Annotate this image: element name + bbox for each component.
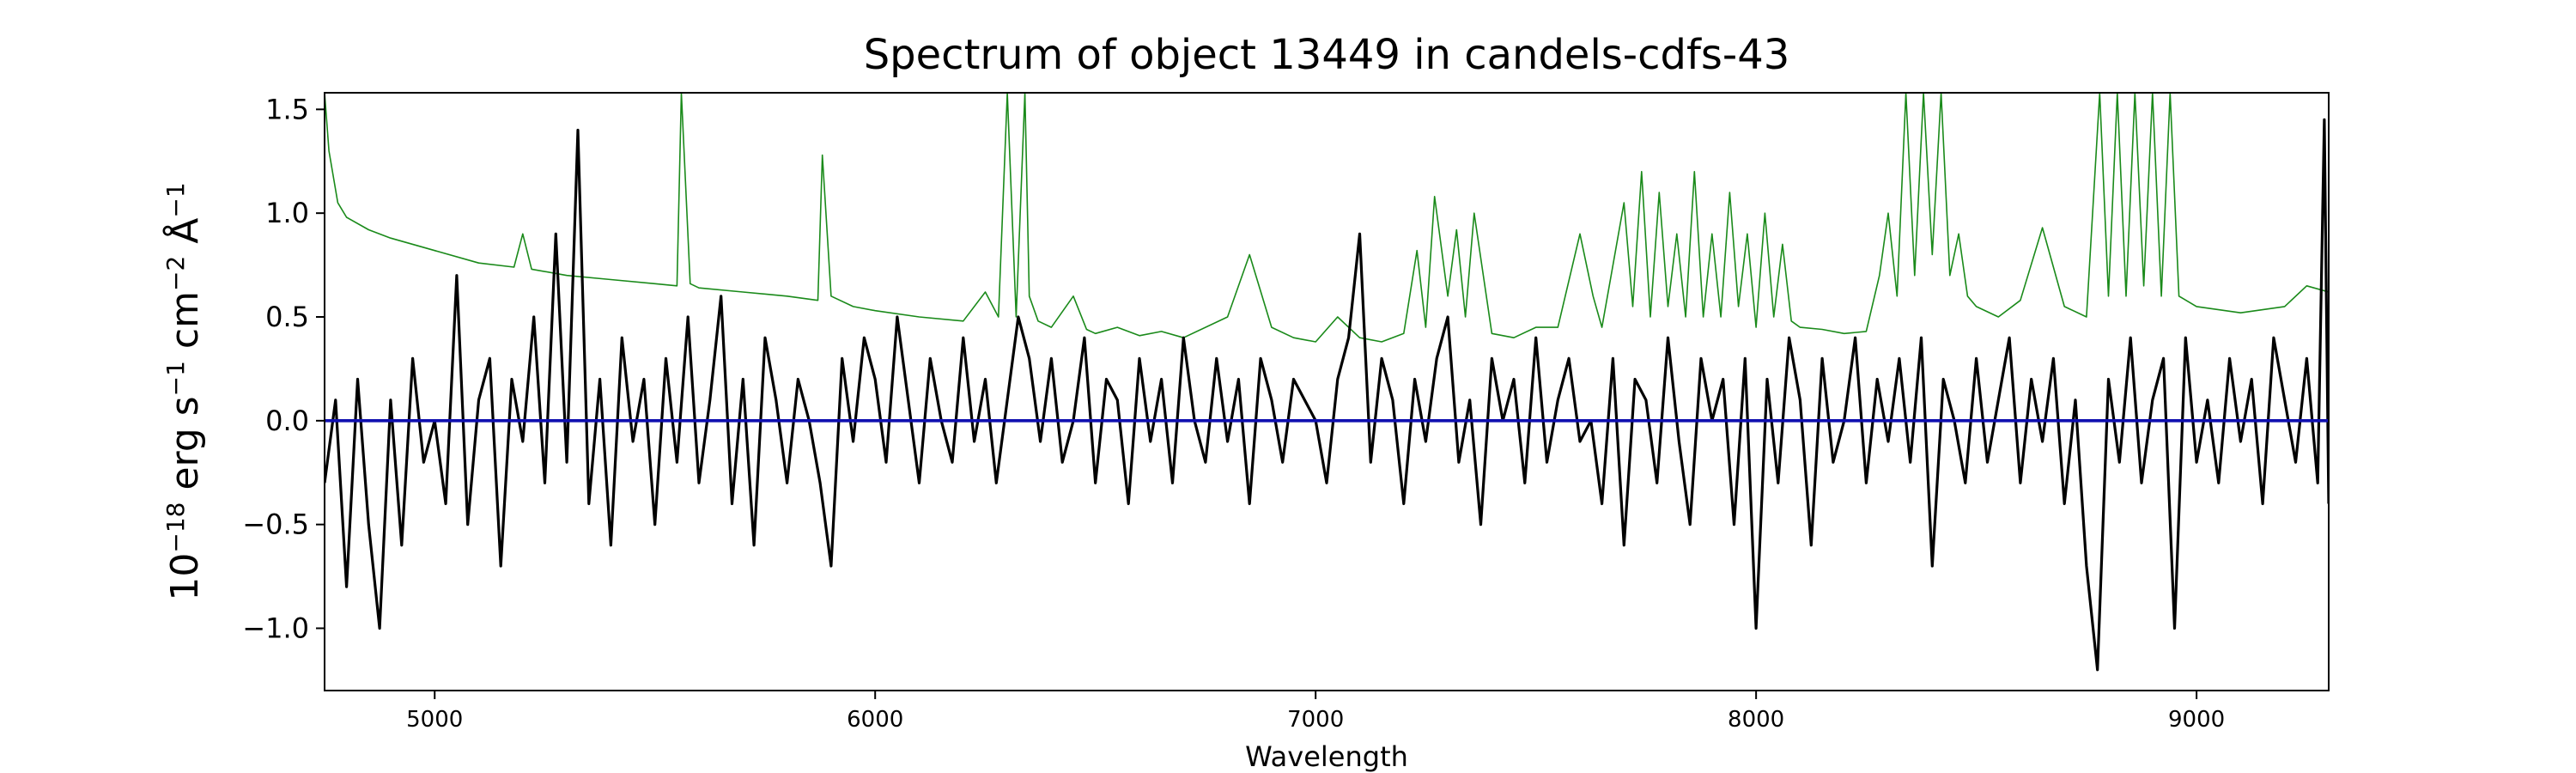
y-tick-label: 0.5 (265, 301, 309, 333)
y-tick-label: 0.0 (265, 405, 309, 437)
y-axis-label: 10−18 erg s−1 cm−2 Å−1 (161, 182, 208, 600)
x-tick-label: 9000 (2168, 707, 2225, 733)
y-tick-label: 1.5 (265, 93, 309, 125)
chart-title: Spectrum of object 13449 in candels-cdfs… (864, 31, 1790, 79)
x-tick-label: 8000 (1728, 707, 1784, 733)
x-tick-label: 7000 (1287, 707, 1344, 733)
y-axis: −1.0 −0.5 0.0 0.5 1.0 1.5 (242, 93, 325, 645)
series-line-flux (325, 118, 2329, 672)
x-axis: 5000 6000 7000 8000 9000 (406, 691, 2225, 733)
x-tick-label: 6000 (847, 707, 903, 733)
y-tick-label: −0.5 (242, 508, 309, 541)
plot-frame (324, 92, 2330, 691)
x-tick-label: 5000 (406, 707, 463, 733)
x-axis-label: Wavelength (1245, 740, 1408, 773)
svg-text:10−18 erg s−1 cm−2 Å−1: 10−18 erg s−1 cm−2 Å−1 (161, 182, 208, 600)
plot-area (324, 92, 2330, 691)
series-layer (325, 93, 2329, 672)
series-line-error (325, 93, 2329, 343)
y-tick-label: 1.0 (265, 197, 309, 229)
y-tick-label: −1.0 (242, 612, 309, 645)
